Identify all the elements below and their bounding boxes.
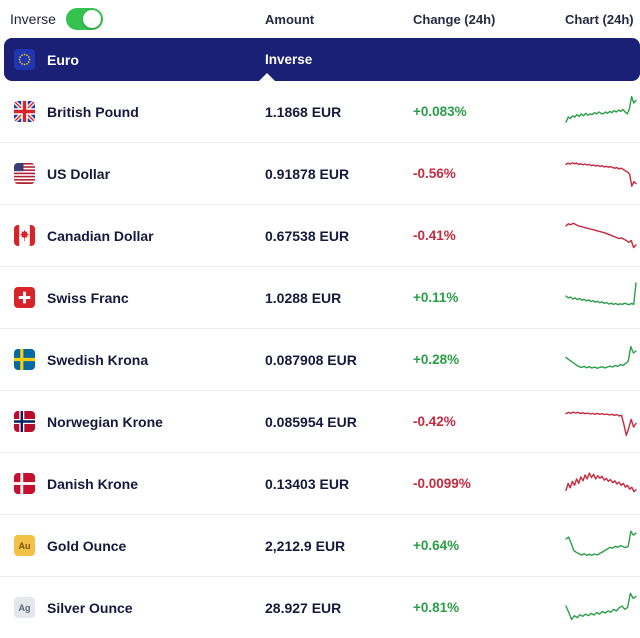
row-gold-ounce[interactable]: Au Gold Ounce 2,212.9 EUR +0.64%	[0, 515, 640, 577]
row-danish-krone[interactable]: Danish Krone 0.13403 EUR -0.0099%	[0, 453, 640, 515]
base-currency-name: Euro	[47, 51, 79, 68]
flag-ch-icon	[14, 287, 35, 308]
currency-name: Swiss Franc	[47, 289, 129, 306]
flag-gb-icon	[14, 101, 35, 122]
column-header-change: Change (24h)	[413, 11, 496, 27]
currency-name: Norwegian Krone	[47, 413, 163, 430]
amount-value: 28.927 EUR	[265, 599, 342, 616]
change-value: +0.64%	[413, 538, 460, 553]
change-value: -0.42%	[413, 414, 456, 429]
currency-name: Canadian Dollar	[47, 227, 154, 244]
amount-value: 1.0288 EUR	[265, 289, 342, 306]
base-inverse-label: Inverse	[265, 52, 313, 67]
amount-value: 0.67538 EUR	[265, 227, 350, 244]
flag-dk-icon	[14, 473, 35, 494]
change-value: -0.56%	[413, 166, 456, 181]
inverse-toggle-group: Inverse	[0, 8, 265, 30]
change-value: +0.81%	[413, 600, 460, 615]
change-value: +0.083%	[413, 104, 467, 119]
sparkline-chart	[565, 221, 637, 248]
table-column-headers: Inverse Amount Change (24h) Chart (24h)	[0, 0, 640, 38]
sparkline-chart	[565, 281, 637, 305]
sparkline-chart	[565, 471, 637, 492]
row-us-dollar[interactable]: US Dollar 0.91878 EUR -0.56%	[0, 143, 640, 205]
gold-au-badge-icon: Au	[14, 535, 35, 556]
base-currency-bar[interactable]: Euro Inverse	[4, 38, 640, 81]
inverse-toggle-label: Inverse	[10, 11, 56, 27]
silver-ag-badge-icon: Ag	[14, 597, 35, 618]
amount-value: 2,212.9 EUR	[265, 537, 346, 554]
currency-name: Silver Ounce	[47, 599, 133, 616]
row-swiss-franc[interactable]: Swiss Franc 1.0288 EUR +0.11%	[0, 267, 640, 329]
row-british-pound[interactable]: British Pound 1.1868 EUR +0.083%	[0, 81, 640, 143]
flag-eu-icon	[14, 49, 35, 70]
amount-value: 0.91878 EUR	[265, 165, 350, 182]
inverse-toggle-switch[interactable]	[65, 8, 103, 30]
sparkline-chart	[565, 530, 637, 556]
row-canadian-dollar[interactable]: Canadian Dollar 0.67538 EUR -0.41%	[0, 205, 640, 267]
currency-name: British Pound	[47, 103, 139, 120]
flag-no-icon	[14, 411, 35, 432]
sparkline-chart	[565, 592, 637, 620]
sparkline-chart	[565, 95, 637, 123]
change-value: +0.28%	[413, 352, 460, 367]
flag-ca-icon	[14, 225, 35, 246]
row-swedish-krona[interactable]: Swedish Krona 0.087908 EUR +0.28%	[0, 329, 640, 391]
sparkline-chart	[565, 410, 637, 436]
amount-value: 1.1868 EUR	[265, 103, 342, 120]
currency-name: Swedish Krona	[47, 351, 149, 368]
change-value: +0.11%	[413, 290, 459, 305]
sparkline-chart	[565, 161, 637, 187]
currency-rows: British Pound 1.1868 EUR +0.083% US Doll…	[0, 81, 640, 638]
amount-value: 0.085954 EUR	[265, 413, 357, 430]
row-norwegian-krone[interactable]: Norwegian Krone 0.085954 EUR -0.42%	[0, 391, 640, 453]
toggle-knob-icon	[82, 10, 101, 28]
sparkline-chart	[565, 345, 637, 369]
flag-us-icon	[14, 163, 35, 184]
currency-name: US Dollar	[47, 165, 111, 182]
change-value: -0.0099%	[413, 476, 471, 491]
column-header-amount: Amount	[265, 11, 315, 27]
row-silver-ounce[interactable]: Ag Silver Ounce 28.927 EUR +0.81%	[0, 577, 640, 638]
flag-se-icon	[14, 349, 35, 370]
pointer-notch	[259, 73, 275, 81]
currency-name: Danish Krone	[47, 475, 139, 492]
amount-value: 0.087908 EUR	[265, 351, 357, 368]
amount-value: 0.13403 EUR	[265, 475, 350, 492]
column-header-chart: Chart (24h)	[565, 11, 634, 27]
change-value: -0.41%	[413, 228, 456, 243]
currency-name: Gold Ounce	[47, 537, 127, 554]
